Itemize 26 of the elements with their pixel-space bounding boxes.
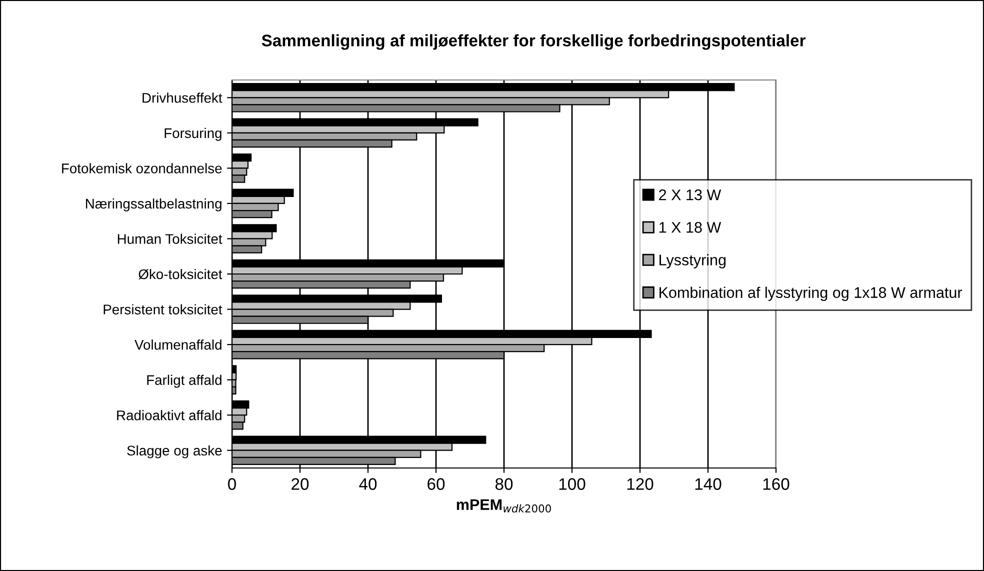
legend-label: Kombination af lysstyring og 1x18 W armatur: [660, 286, 962, 301]
y-tick-label: Human Toksicitet: [118, 234, 222, 244]
x-tick-label: 100: [559, 478, 586, 490]
legend-label: 1 X 18 W: [659, 222, 722, 233]
y-tick-label: Forsuring: [164, 128, 222, 141]
y-tick-label: Radioaktivt affald: [117, 410, 222, 420]
x-tick-label: 120: [627, 478, 654, 490]
y-tick-label: Drivhuseffekt: [142, 92, 222, 103]
y-tick-label: Farligt affald: [147, 374, 222, 388]
x-tick-label: 20: [292, 478, 309, 490]
x-tick-label: 60: [428, 478, 445, 490]
x-tick-label: 160: [763, 478, 790, 490]
y-tick-label: Fotokemisk ozondannelse: [62, 163, 222, 174]
x-tick-label: 140: [695, 478, 722, 490]
y-tick-label: Slagge og aske: [127, 445, 222, 458]
legend-label: 2 X 13 W: [659, 189, 722, 200]
y-tick-label: Øko-toksicitet: [138, 268, 222, 280]
y-tick-label: Næringssaltbelastning: [86, 198, 222, 212]
chart-title: Sammenligning af miljøeffekter for forskellige forbedringspotentialer: [262, 34, 806, 50]
y-tick-label: Volumenaffald: [134, 340, 222, 350]
x-tick-label: 80: [495, 478, 513, 490]
x-tick-label: 40: [359, 478, 377, 490]
x-tick-label: 0: [228, 478, 236, 490]
y-tick-label: Persistent toksicitet: [104, 304, 222, 314]
legend-label: Lysstyring: [660, 254, 726, 268]
x-axis-title: mPEM$_{wdk2000}$: [456, 499, 551, 513]
